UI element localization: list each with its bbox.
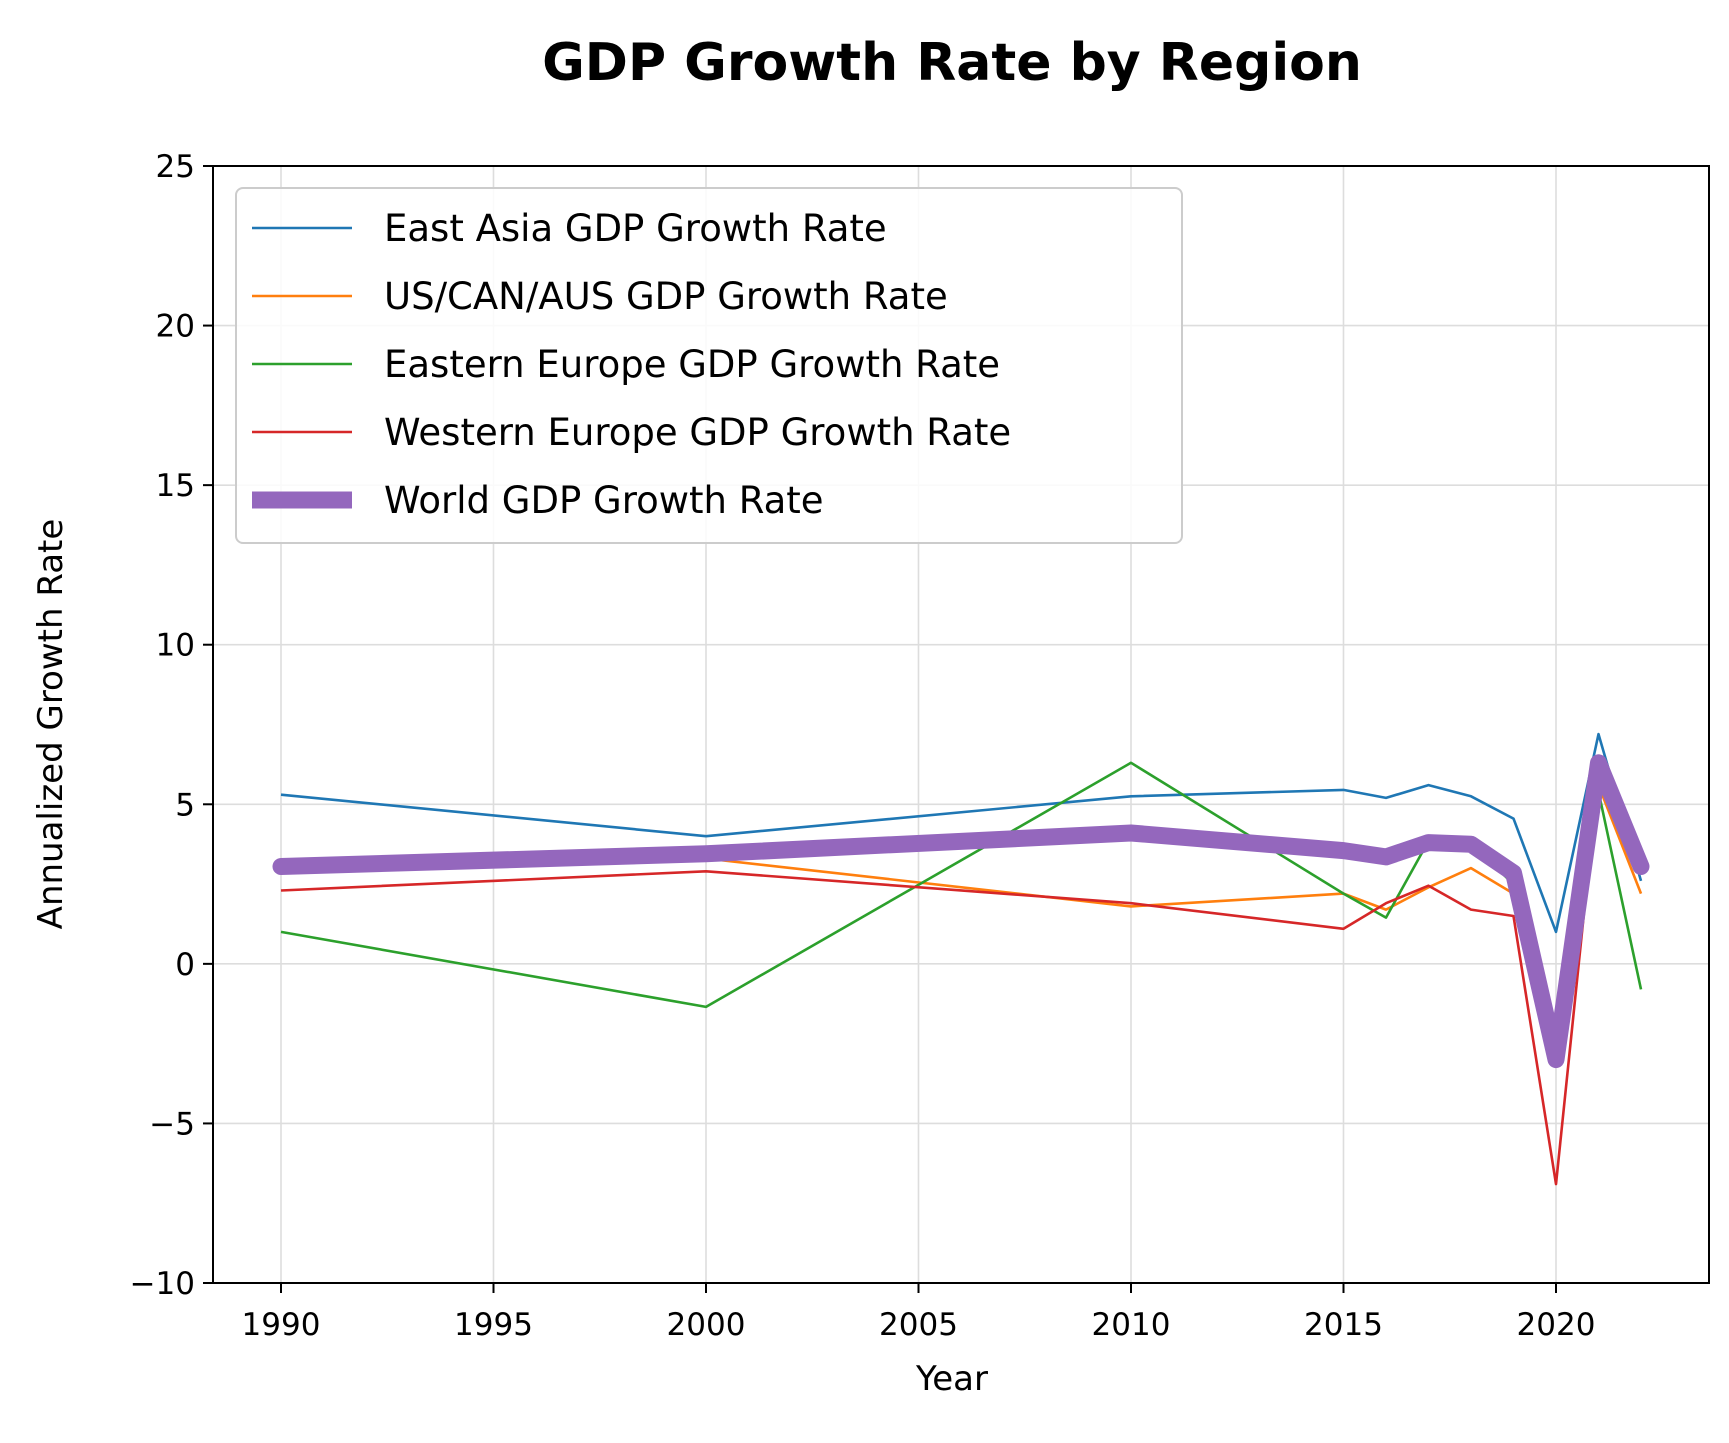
legend-label: East Asia GDP Growth Rate — [384, 207, 887, 250]
x-tick-label: 2010 — [1092, 1307, 1171, 1343]
x-tick-label: 2020 — [1517, 1307, 1596, 1343]
chart-title: GDP Growth Rate by Region — [542, 33, 1362, 93]
x-tick-label: 2015 — [1304, 1307, 1383, 1343]
legend-box — [235, 187, 1183, 544]
series-line-4 — [272, 754, 1650, 1069]
legend-label: Western Europe GDP Growth Rate — [384, 411, 1011, 454]
legend: East Asia GDP Growth Rate US/CAN/AUS GDP … — [235, 187, 1183, 544]
x-axis-label: Year — [915, 1359, 988, 1399]
y-tick-label: −10 — [130, 1266, 195, 1302]
x-tick-label: 2000 — [667, 1307, 746, 1343]
legend-label: World GDP Growth Rate — [384, 479, 824, 522]
series-line-3 — [280, 771, 1643, 1186]
y-tick-label: −5 — [149, 1106, 195, 1142]
axis-ticks: 1990 1995 2000 2005 2010 2015 2020 −10 −5 0 5 10 15 2… — [130, 149, 1596, 1343]
y-tick-label: 10 — [156, 628, 195, 664]
series-line-0 — [280, 732, 1643, 934]
y-tick-label: 25 — [156, 149, 195, 185]
y-tick-label: 0 — [175, 947, 195, 983]
x-tick-label: 2005 — [879, 1307, 958, 1343]
y-tick-label: 20 — [156, 309, 195, 345]
plot-frame — [212, 165, 1710, 1284]
x-tick-label: 1990 — [242, 1307, 321, 1343]
y-tick-label: 15 — [156, 468, 195, 504]
x-tick-label: 1995 — [454, 1307, 533, 1343]
y-tick-label: 5 — [175, 787, 195, 823]
y-axis-label: Annualized Growth Rate — [31, 519, 71, 930]
legend-label: Eastern Europe GDP Growth Rate — [384, 343, 1000, 386]
series-lines — [272, 732, 1650, 1186]
legend-label: US/CAN/AUS GDP Growth Rate — [384, 275, 948, 318]
